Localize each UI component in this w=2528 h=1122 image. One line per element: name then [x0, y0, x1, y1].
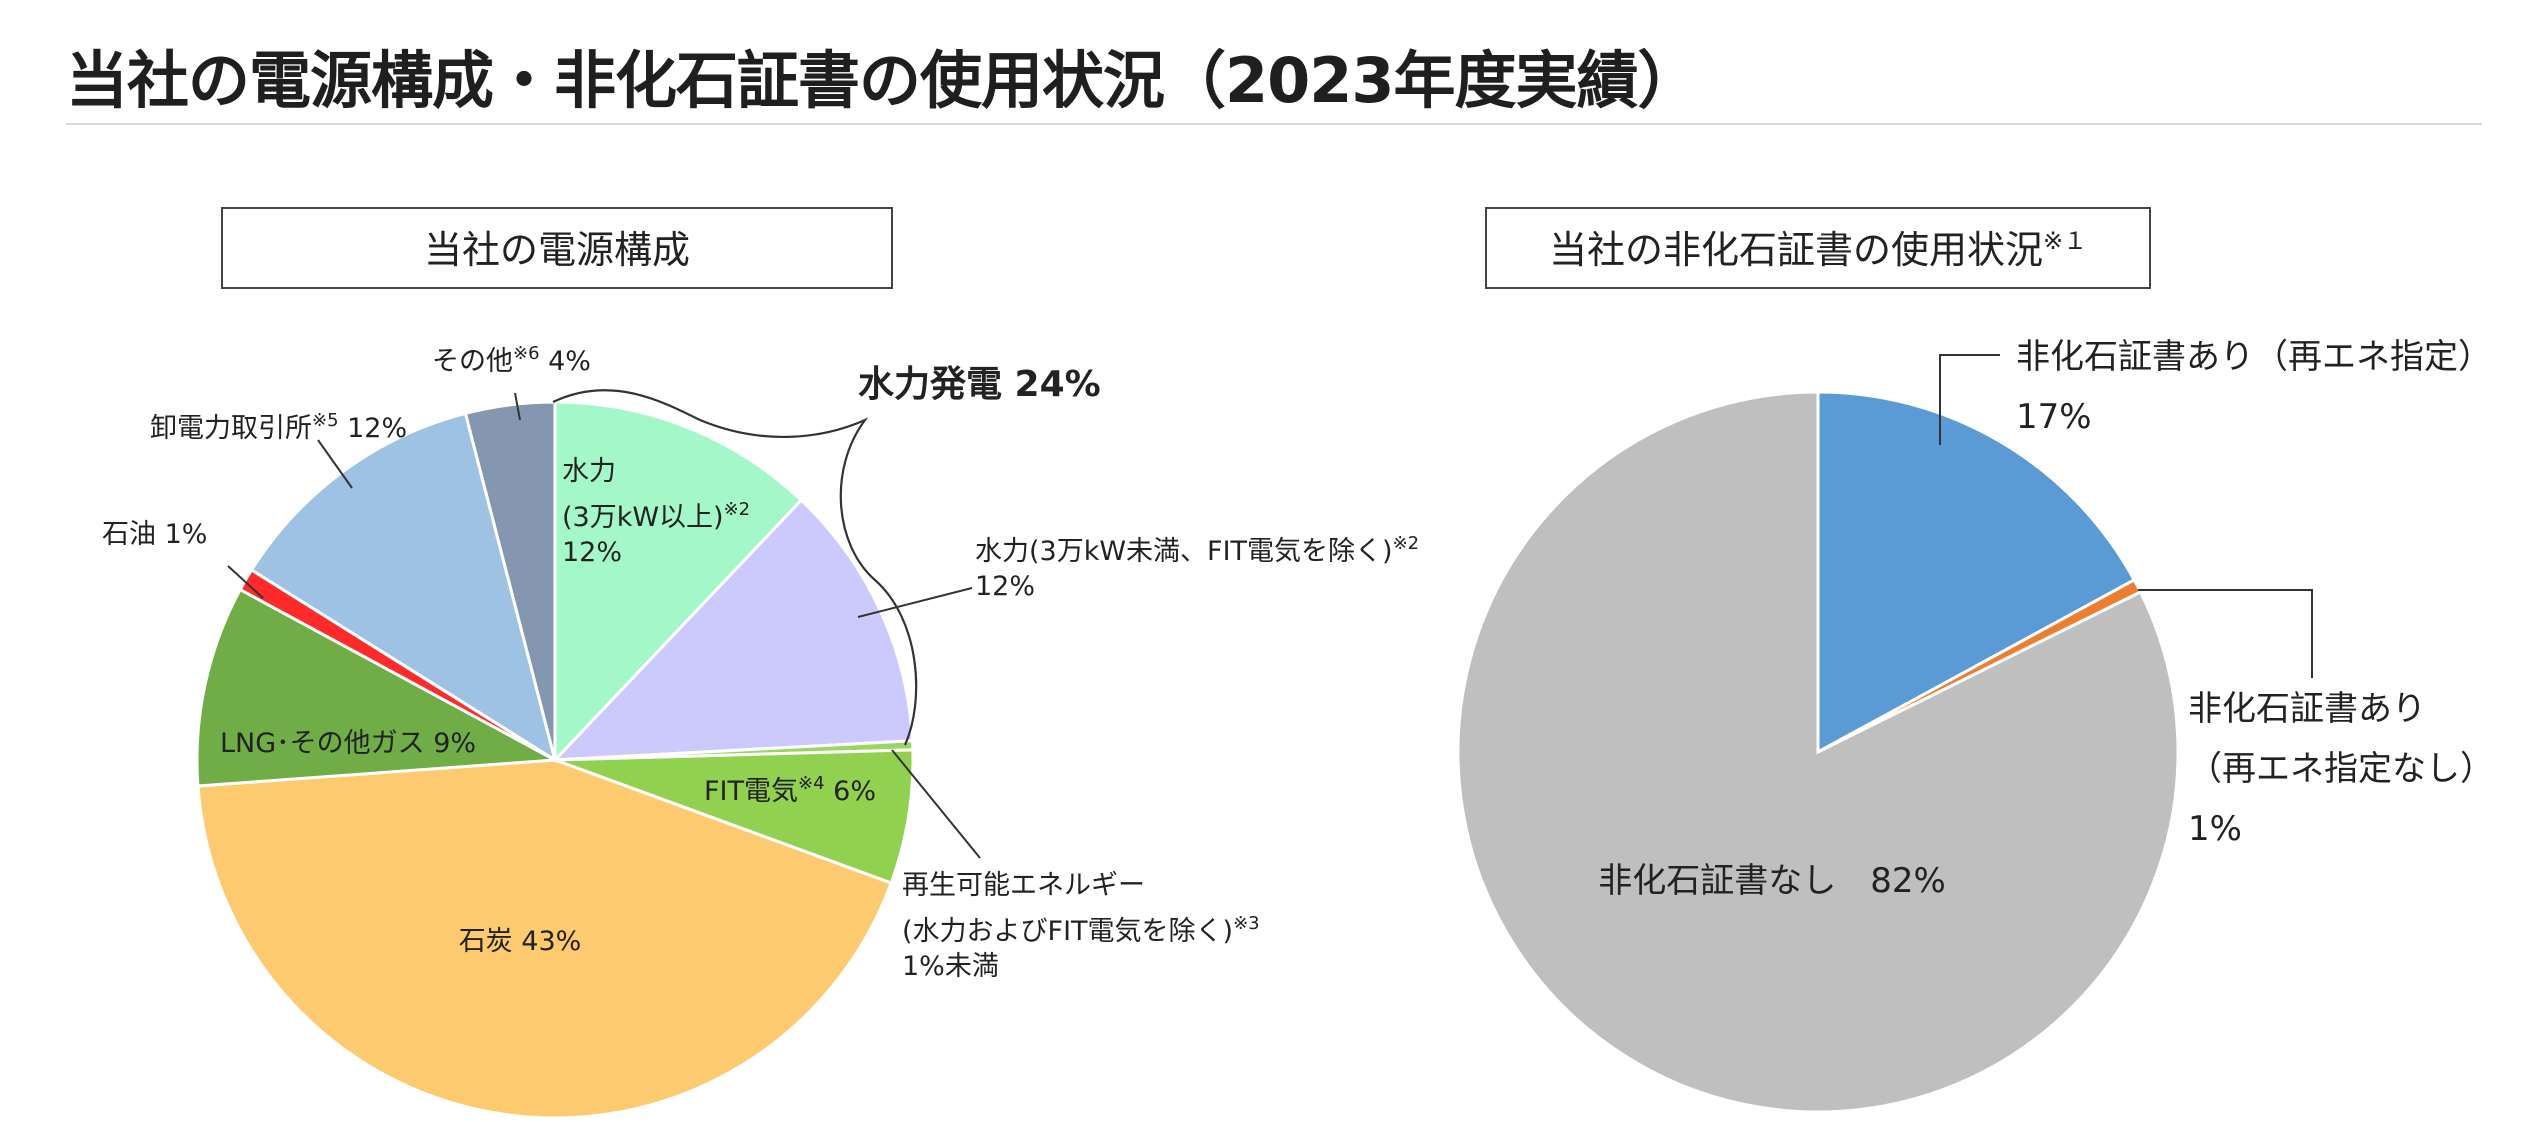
footnote-mark: ※2 — [724, 499, 751, 520]
footnote-mark: ※3 — [1233, 913, 1260, 934]
leader-line-oil — [227, 565, 264, 599]
certificate-title-note: ※１ — [2043, 227, 2087, 255]
footnote-mark: ※6 — [513, 343, 540, 364]
page-title: 当社の電源構成・非化石証書の使用状況（2023年度実績） — [66, 44, 1700, 117]
slice-label-line: 石炭 43% — [459, 926, 582, 957]
slice-jepx — [249, 411, 558, 764]
slice-label-line: 卸電力取引所 — [150, 413, 312, 444]
slice-label-oil: 石油 1% — [102, 519, 207, 550]
slice-label-line: その他 — [432, 346, 513, 377]
slice-label-line: 12% — [975, 571, 1035, 602]
title-divider — [66, 123, 2482, 125]
slice-label-line: 17% — [2016, 397, 2092, 437]
slice-label-line: 水力(3万kW未満、FIT電気を除く) — [975, 536, 1393, 567]
slice-label-line: 12% — [562, 537, 622, 568]
slice-label-line: （再エネ指定なし） — [2188, 749, 2494, 789]
leader-line-renewable-other — [891, 749, 981, 859]
slice-hydro-large — [553, 400, 804, 764]
slice-label-line: 非化石証書なし 82% — [1598, 861, 1946, 901]
power-source-title-box — [221, 207, 893, 289]
slice-label-line: 非化石証書あり（再エネ指定） — [2016, 337, 2492, 377]
power-source-chart-title: 当社の電源構成 — [424, 228, 690, 272]
slice-label-line: 石油 1% — [102, 519, 207, 550]
slice-label-coal: 石炭 43% — [459, 926, 582, 957]
power-source-leader-lines — [227, 392, 981, 859]
slice-label-hydro-small: 水力(3万kW未満、FIT電気を除く)※2 12% — [975, 533, 1419, 602]
slice-label-lng: LNG･その他ガス 9% — [220, 728, 476, 759]
slice-label-cert-nonrenewable: 非化石証書あり （再エネ指定なし） 1% — [2188, 689, 2494, 849]
power-source-chart: 当社の電源構成 水力発電 24% 水力(3万kW以上)※2 12% 水力(3万kW未… — [102, 207, 1419, 1120]
slice-label-line: 1% — [2188, 809, 2242, 849]
slice-fit — [554, 748, 915, 885]
slice-label-jepx: 卸電力取引所※5 12% — [150, 410, 407, 444]
slice-no-cert — [1456, 390, 2180, 1114]
slice-label-other: その他※6 4% — [432, 343, 591, 377]
leader-line-jepx — [317, 439, 353, 489]
certificate-chart-title-text: 当社の非化石証書の使用状況 — [1549, 228, 2043, 272]
certificate-chart-title: 当社の非化石証書の使用状況※１ — [1549, 227, 2087, 272]
slice-label-line: 再生可能エネルギー — [902, 870, 1145, 901]
slice-label-value: 4% — [540, 346, 591, 377]
slice-coal — [196, 758, 894, 1120]
slice-label-renewable-other: 再生可能エネルギー (水力およびFIT電気を除く)※3 1%未満 — [902, 870, 1260, 982]
footnote-mark: ※4 — [798, 773, 825, 794]
leader-line-hydro-small — [857, 587, 973, 618]
slice-cert-renewable — [1816, 390, 2137, 755]
slice-label-line: (水力およびFIT電気を除く) — [902, 916, 1233, 947]
slice-label-line: LNG･その他ガス 9% — [220, 728, 476, 759]
slice-label-no-cert: 非化石証書なし 82% — [1598, 861, 1946, 901]
certificate-labels: 非化石証書あり（再エネ指定） 17%非化石証書あり（再エネ指定なし） 1%非化石証書… — [1598, 337, 2494, 901]
slice-label-line: 非化石証書あり — [2188, 689, 2426, 729]
certificate-chart: 当社の非化石証書の使用状況※１ 非化石証書あり（再エネ指定） 17%非化石証書あり… — [1456, 207, 2494, 1114]
hydro-group-brace — [552, 389, 918, 746]
slice-label-value: 6% — [825, 776, 876, 807]
leader-line-other — [514, 392, 521, 421]
slice-label-cert-renewable: 非化石証書あり（再エネ指定） 17% — [2016, 337, 2492, 437]
leader-line-cert-renewable — [1939, 354, 2000, 445]
slice-label-line: 1%未満 — [902, 951, 999, 982]
power-source-labels: 水力(3万kW以上)※2 12% 水力(3万kW未満、FIT電気を除く)※2 12%再… — [102, 343, 1419, 982]
slice-label-line: FIT電気 — [704, 776, 798, 807]
slice-label-hydro-large: 水力 (3万kW以上)※2 12% — [562, 456, 750, 568]
footnote-mark: ※2 — [1393, 533, 1420, 554]
certificate-leader-lines — [1939, 354, 2313, 678]
hydro-group-label: 水力発電 24% — [858, 364, 1101, 405]
certificate-title-box — [1485, 207, 2151, 289]
slice-label-line: 水力 — [562, 456, 616, 487]
slice-hydro-small — [551, 498, 915, 762]
leader-line-cert-nonrenewable — [2138, 589, 2313, 678]
slice-label-line: (3万kW以上) — [562, 502, 724, 533]
certificate-slices — [1456, 390, 2180, 1114]
power-source-slices — [195, 400, 915, 1120]
slice-label-fit: FIT電気※4 6% — [704, 773, 876, 807]
slice-lng — [195, 587, 561, 788]
footnote-mark: ※5 — [312, 410, 339, 431]
slice-label-value: 12% — [339, 413, 408, 444]
